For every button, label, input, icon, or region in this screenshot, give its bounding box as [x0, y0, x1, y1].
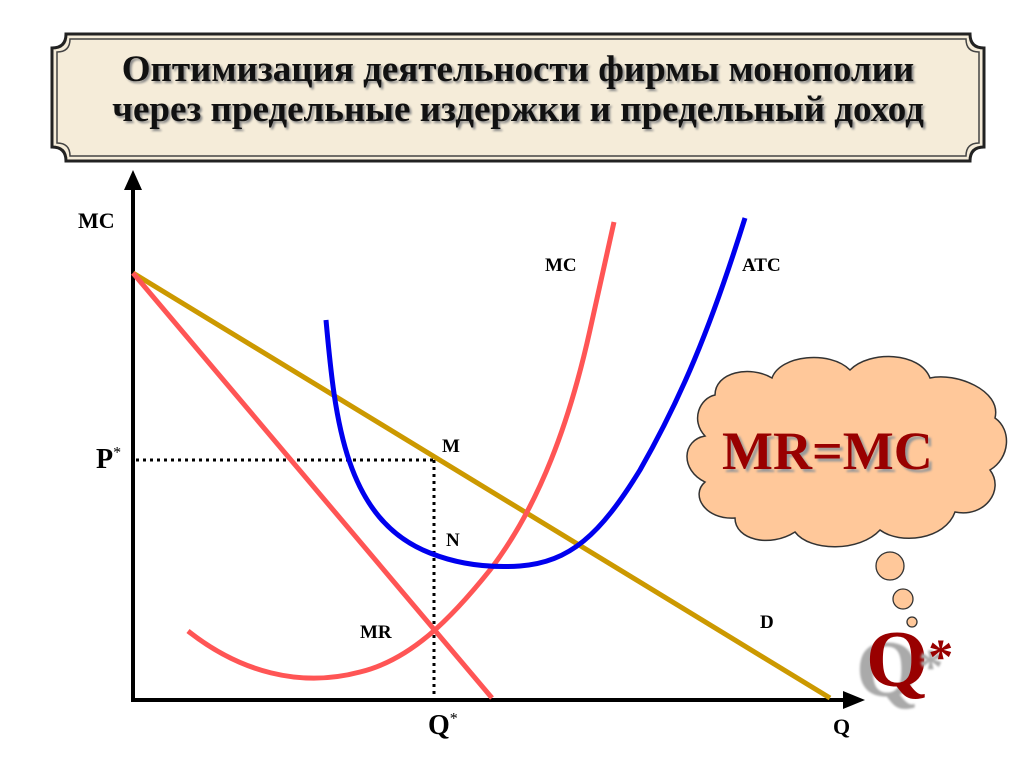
- thought-bubble-large: [875, 551, 905, 581]
- q-star-callout-asterisk: *: [928, 628, 954, 684]
- title-banner: Оптимизация деятельности фирмы монополии…: [48, 30, 988, 165]
- title-line-2: через предельные издержки и предельный д…: [112, 89, 924, 130]
- thought-cloud: [686, 355, 1008, 548]
- mr-equals-mc-text: MR=MC: [722, 421, 933, 481]
- title-frame-border: [50, 32, 986, 163]
- q-star-letter: Q: [428, 710, 450, 741]
- thought-bubble-small: [906, 616, 918, 628]
- thought-bubble-medium: [892, 588, 914, 610]
- point-m-label: M: [442, 436, 460, 457]
- mr-curve: [131, 271, 494, 700]
- mr-curve-label: MR: [360, 622, 392, 643]
- p-star-asterisk: *: [113, 444, 122, 462]
- p-star-letter: P: [96, 444, 114, 475]
- q-star-asterisk: *: [449, 710, 458, 728]
- mc-curve: [186, 221, 617, 681]
- q-star-callout-letter: Q: [866, 616, 929, 704]
- y-axis-label: MC: [78, 208, 115, 233]
- demand-curve-label: D: [760, 612, 774, 633]
- point-n-label: N: [446, 530, 460, 551]
- q-star-callout: Q*: [866, 620, 953, 700]
- x-axis-label: Q: [833, 714, 851, 739]
- x-axis-arrow-icon: [843, 691, 865, 709]
- p-star-label: P*: [96, 444, 121, 476]
- demand-curve: [131, 270, 832, 701]
- q-star-label: Q*: [428, 710, 458, 742]
- y-axis-arrow-icon: [124, 170, 142, 190]
- atc-curve: [323, 217, 748, 570]
- atc-curve-label: ATC: [742, 255, 781, 276]
- mc-curve-label: MC: [545, 255, 577, 276]
- title-line-1: Оптимизация деятельности фирмы монополии: [121, 49, 915, 90]
